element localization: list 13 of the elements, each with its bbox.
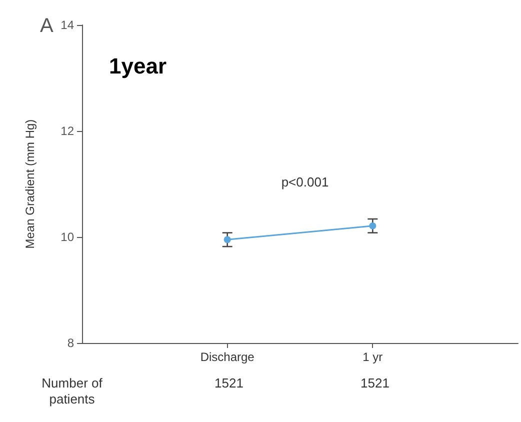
text: 1year <box>109 54 167 78</box>
y-tick-label: 10 <box>60 230 74 244</box>
text: A <box>40 15 54 37</box>
x-tick-label: 1 yr <box>362 350 383 364</box>
y-axis-title: Mean Gradient (mm Hg) <box>23 119 37 249</box>
y-tick-label: 12 <box>60 124 74 138</box>
y-tick-label: 8 <box>67 336 74 350</box>
x-tick-label: Discharge <box>200 350 255 364</box>
text: 1521 <box>214 376 244 390</box>
text: Number of patients <box>42 376 103 406</box>
annotation: p<0.001 <box>281 174 329 190</box>
y-tick-label: 14 <box>60 18 74 32</box>
text: 1521 <box>360 376 390 390</box>
